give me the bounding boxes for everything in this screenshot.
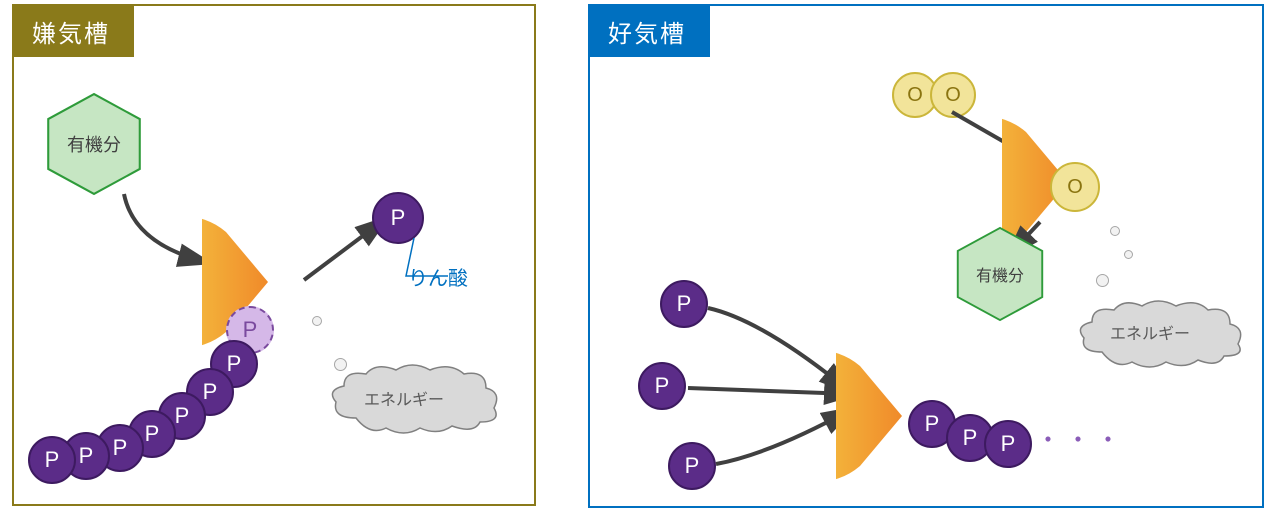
- organic-label-left: 有機分: [67, 131, 121, 157]
- aerobic-panel: 好気槽 O O O: [588, 4, 1264, 508]
- organic-label-right: 有機分: [976, 262, 1024, 286]
- oxygen-inside-cell: O: [1050, 162, 1100, 212]
- anaerobic-panel: 嫌気槽 有機分: [12, 4, 536, 506]
- aerobic-title: 好気槽: [590, 6, 710, 57]
- phosphate-out-3: P: [984, 420, 1032, 468]
- phosphate-in-1: P: [660, 280, 708, 328]
- organic-hexagon-right: 有機分: [952, 226, 1048, 322]
- phosphate-in-3: P: [668, 442, 716, 490]
- organic-hexagon-left: 有機分: [42, 92, 146, 196]
- energy-bubble: [1110, 226, 1120, 236]
- energy-bubble: [1096, 274, 1109, 287]
- phosphate-chain-7: P: [28, 436, 76, 484]
- energy-label-right: エネルギー: [1110, 320, 1190, 344]
- anaerobic-title: 嫌気槽: [14, 6, 134, 57]
- phosphate-in-2: P: [638, 362, 686, 410]
- energy-bubble: [1124, 250, 1133, 259]
- energy-label-left: エネルギー: [364, 386, 444, 410]
- ellipsis-dots: ・・・: [1036, 420, 1126, 455]
- phosphate-callout-label: りん酸: [408, 262, 468, 291]
- energy-bubble: [312, 316, 322, 326]
